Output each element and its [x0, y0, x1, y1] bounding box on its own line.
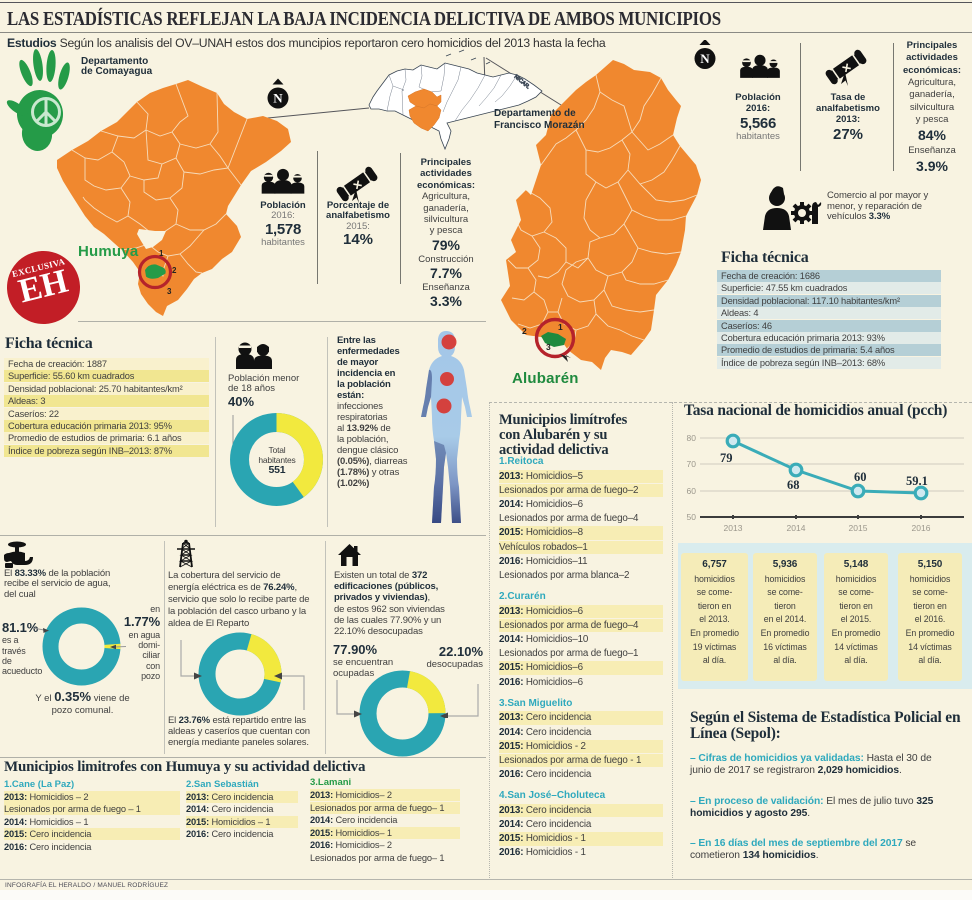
svg-text:N: N	[700, 51, 710, 66]
svg-text:60: 60	[687, 486, 697, 496]
svg-text:70: 70	[687, 459, 697, 469]
svg-text:3: 3	[546, 342, 551, 352]
svg-text:3: 3	[167, 287, 172, 296]
svg-text:2014: 2014	[787, 523, 806, 533]
svg-text:80: 80	[687, 433, 697, 443]
svg-text:2013: 2013	[724, 523, 743, 533]
svg-text:N: N	[273, 91, 283, 106]
svg-text:1: 1	[558, 322, 563, 332]
svg-text:2: 2	[522, 326, 527, 336]
svg-text:68: 68	[787, 478, 800, 492]
svg-text:2015: 2015	[849, 523, 868, 533]
svg-text:79: 79	[720, 451, 733, 465]
svg-text:2: 2	[172, 266, 177, 275]
svg-text:60: 60	[854, 470, 867, 484]
svg-text:50: 50	[687, 512, 697, 522]
svg-text:1: 1	[159, 249, 164, 258]
svg-text:2016: 2016	[912, 523, 931, 533]
svg-text:59.1: 59.1	[906, 474, 928, 488]
